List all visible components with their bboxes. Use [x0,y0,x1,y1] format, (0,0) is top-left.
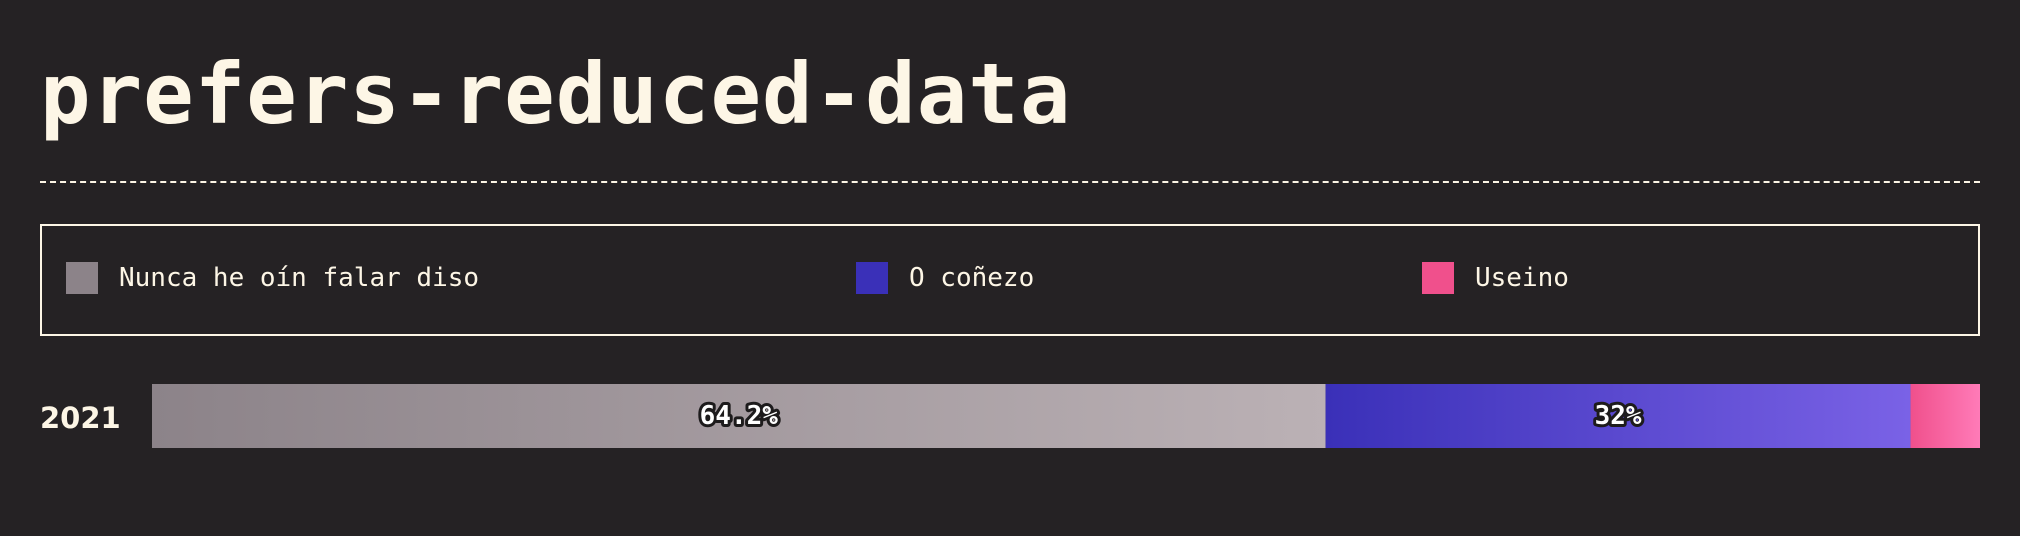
legend-swatch-know-it [856,262,888,294]
legend-label-never-heard: Nunca he oín falar diso [119,263,480,293]
bar-segment-o-co-ezo[interactable] [1325,384,1911,448]
legend-label-used-it: Useino [1475,263,1569,293]
legend-swatch-used-it [1422,262,1454,294]
legend-swatch-never-heard [66,262,98,294]
chart-legend: Nunca he oín falar diso O coñezo Useino [40,224,1980,336]
legend-label-know-it: O coñezo [909,263,1035,293]
legend-item-never-heard[interactable]: Nunca he oín falar diso [66,262,479,294]
page-title: prefers-reduced-data [40,45,1072,143]
row-label-2021: 2021 [40,401,121,435]
bar-segment-nunca-he-o-n-falar-diso[interactable] [152,384,1326,448]
legend-item-know-it[interactable]: O coñezo [856,262,1034,294]
bar-value-label-nunca-he-o-n-falar-diso: 64.2% [700,401,779,431]
bar-value-label-o-co-ezo: 32% [1595,401,1642,431]
dashed-divider [40,181,1980,183]
bar-segment-useino[interactable] [1910,384,1980,448]
legend-item-used-it[interactable]: Useino [1422,262,1569,294]
